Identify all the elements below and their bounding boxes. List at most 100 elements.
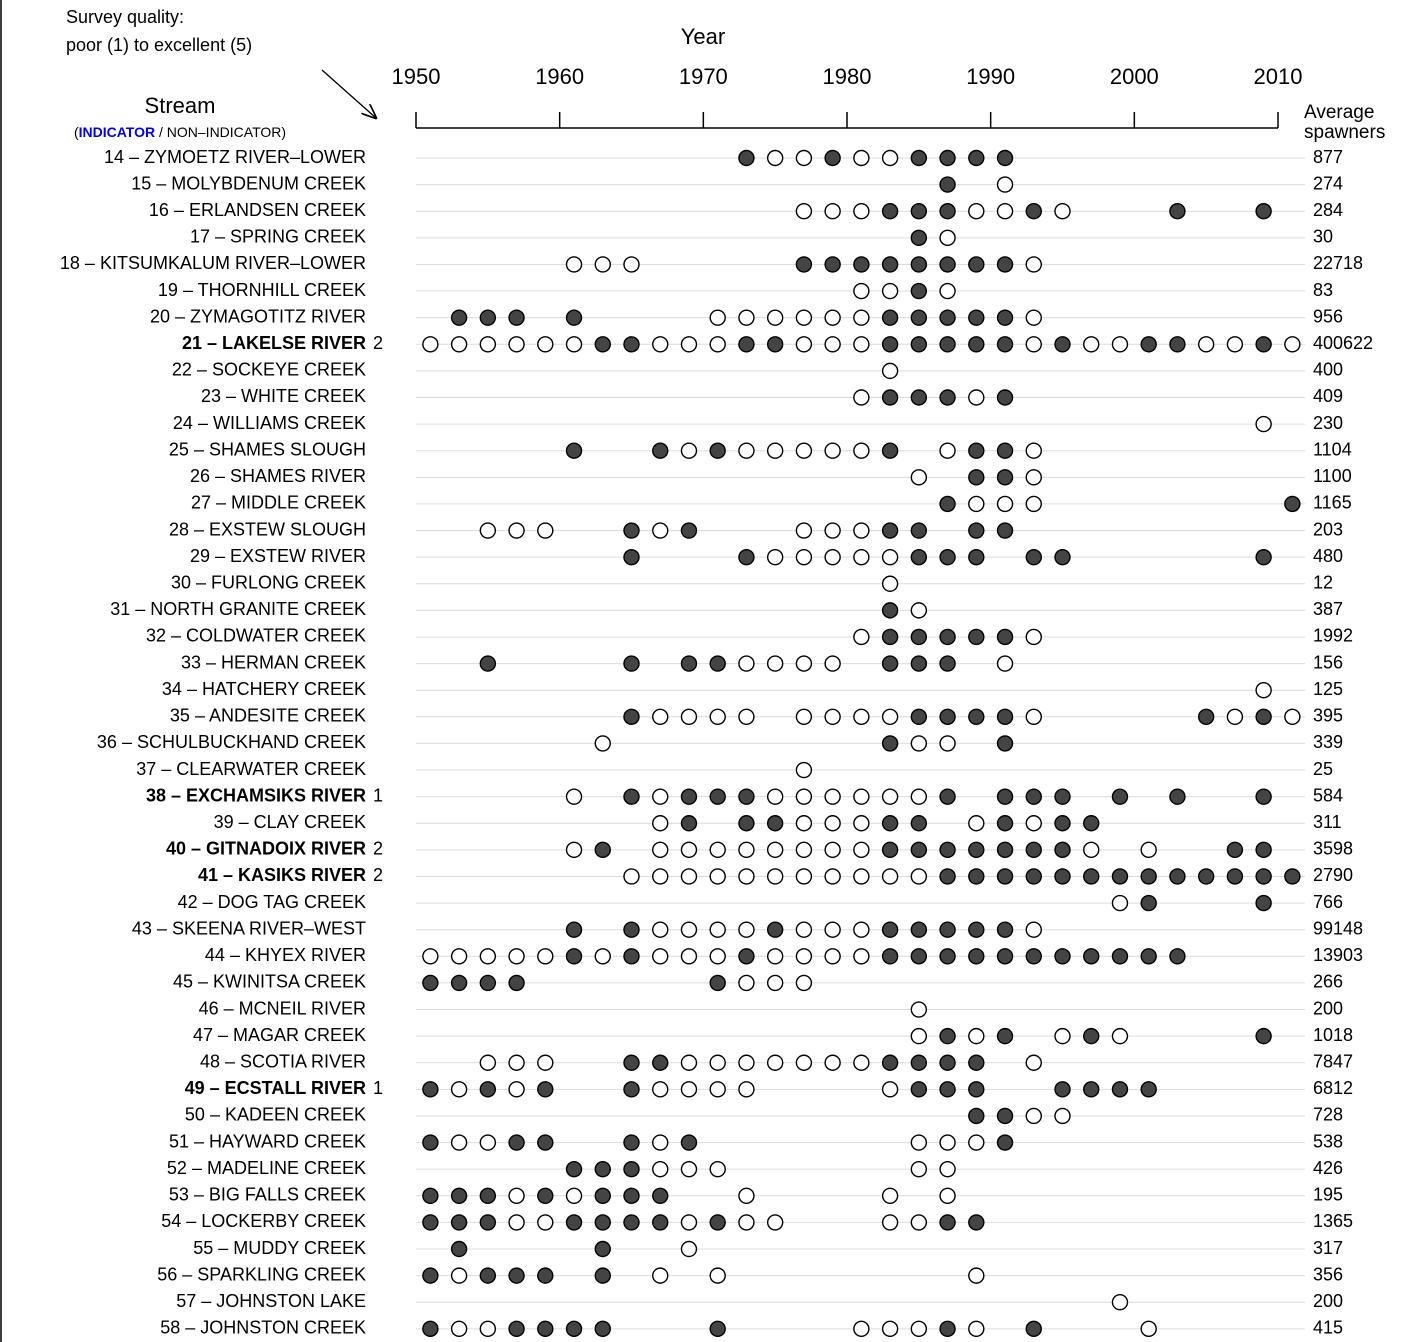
survey-dot-open (1255, 682, 1272, 699)
spawners: 1018 (1313, 1025, 1353, 1045)
survey-dot-open (680, 1081, 698, 1098)
survey-dot-filled (910, 1054, 928, 1071)
survey-dot-filled (479, 1267, 497, 1284)
survey-dot-filled (1025, 548, 1042, 566)
survey-dot-filled (939, 176, 956, 193)
survey-dot-filled (1054, 336, 1071, 353)
survey-dot-filled (1025, 203, 1042, 220)
survey-dot-open (1025, 469, 1042, 486)
survey-dot-open (766, 548, 784, 566)
survey-dot-open (1111, 894, 1129, 912)
survey-dot-filled (594, 1214, 611, 1231)
survey-dot-filled (623, 788, 640, 805)
spawners: 415 (1313, 1318, 1343, 1338)
spawners-header: spawners (1304, 122, 1385, 143)
survey-dot-filled (939, 495, 956, 513)
survey-dot-filled (1083, 1081, 1100, 1098)
spawners: 311 (1313, 812, 1342, 832)
survey-dot-open (795, 655, 813, 672)
stream-label: 51 – HAYWARD CREEK (169, 1131, 366, 1151)
survey-dot-filled (1054, 548, 1071, 566)
survey-dot-open (996, 176, 1014, 193)
quality: 2 (373, 839, 383, 859)
survey-dot-filled (422, 1134, 439, 1151)
stream-label: 28 – EXSTEW SLOUGH (169, 519, 366, 539)
survey-dot-open (652, 336, 669, 353)
survey-dot-open (1025, 815, 1042, 832)
survey-dot-open (910, 602, 928, 619)
survey-dot-filled (450, 974, 468, 992)
survey-dot-filled (738, 948, 755, 965)
survey-dot-filled (738, 548, 755, 566)
survey-dot-filled (881, 256, 899, 273)
survey-dot-open (881, 149, 899, 167)
survey-dot-filled (709, 974, 726, 992)
survey-dot-filled (1083, 868, 1100, 885)
spawners: 400 (1313, 360, 1343, 380)
survey-dot-filled (968, 309, 985, 326)
survey-dot-open (738, 841, 755, 859)
survey-dot-open (795, 974, 813, 992)
stream-label: 17 – SPRING CREEK (190, 227, 366, 247)
survey-dot-open (709, 336, 726, 353)
survey-dot-open (680, 921, 698, 938)
survey-dot-filled (939, 1081, 956, 1098)
survey-dot-open (652, 788, 669, 805)
spawners: 1365 (1313, 1211, 1353, 1231)
survey-dot-open (652, 1160, 669, 1178)
stream-label: 45 – KWINITSA CREEK (173, 972, 366, 992)
survey-dot-filled (738, 336, 755, 353)
survey-dot-open (824, 336, 841, 353)
survey-dot-open (853, 788, 870, 805)
survey-dot-open (853, 1054, 870, 1071)
survey-dot-filled (623, 522, 640, 539)
survey-dot-filled (881, 522, 899, 539)
survey-dot-filled (565, 921, 583, 938)
survey-dot-filled (422, 1267, 439, 1284)
spawners: 274 (1313, 173, 1343, 193)
survey-dot-filled (680, 1134, 698, 1151)
survey-dot-filled (968, 469, 985, 486)
stream-label: 39 – CLAY CREEK (214, 812, 366, 832)
survey-dot-filled (1083, 948, 1100, 965)
spawners: 1992 (1313, 626, 1353, 646)
survey-dot-open (508, 948, 525, 965)
survey-dot-open (738, 1081, 755, 1098)
survey-dot-open (795, 948, 813, 965)
survey-dot-filled (881, 203, 899, 220)
survey-dot-filled (1025, 948, 1042, 965)
stream-label: 20 – ZYMAGOTITZ RIVER (150, 306, 366, 326)
x-tick-label: 1980 (823, 64, 872, 89)
survey-dot-open (537, 336, 554, 353)
survey-dot-filled (1025, 788, 1042, 805)
survey-dot-open (1025, 495, 1042, 513)
survey-dot-filled (910, 389, 928, 406)
survey-dot-filled (996, 389, 1014, 406)
survey-dot-filled (881, 628, 899, 646)
survey-dot-filled (939, 309, 956, 326)
survey-dot-filled (1140, 948, 1157, 965)
survey-dot-filled (996, 815, 1014, 832)
survey-dot-open (766, 974, 784, 992)
survey-dot-filled (968, 442, 985, 459)
survey-dot-open (1025, 309, 1042, 326)
survey-dot-open (824, 522, 841, 539)
survey-dot-filled (508, 1134, 525, 1151)
survey-dot-filled (422, 1187, 439, 1204)
survey-dot-open (652, 708, 669, 726)
survey-dot-open (680, 1160, 698, 1178)
survey-dot-filled (968, 948, 985, 965)
survey-dot-open (508, 1214, 525, 1231)
survey-dot-open (623, 256, 640, 273)
survey-dot-filled (709, 788, 726, 805)
survey-dot-filled (565, 1214, 583, 1231)
survey-dot-open (680, 1240, 698, 1258)
survey-dot-filled (1255, 788, 1272, 805)
survey-dot-filled (623, 921, 640, 938)
survey-dot-open (910, 469, 928, 486)
survey-dot-filled (479, 1187, 497, 1204)
survey-dot-open (537, 948, 554, 965)
stream-label: 58 – JOHNSTON CREEK (160, 1318, 366, 1338)
survey-dot-filled (1169, 336, 1186, 353)
survey-dot-open (824, 921, 841, 938)
